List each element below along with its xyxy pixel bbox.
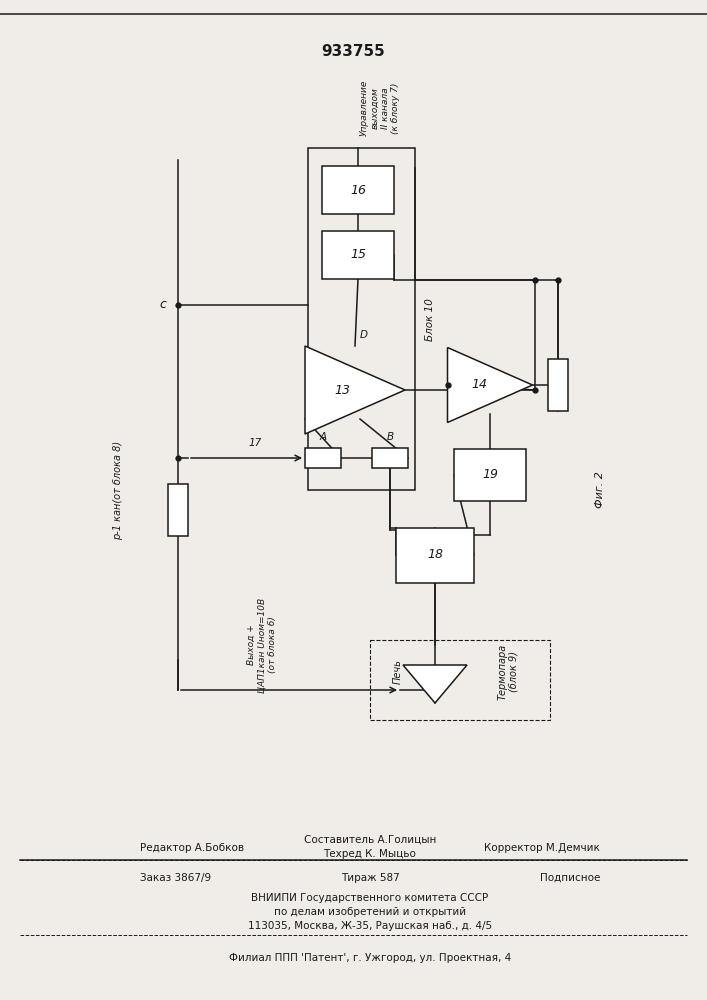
Text: р-1 кан(от блока 8): р-1 кан(от блока 8) [113,440,123,540]
Bar [322,231,394,279]
Text: D: D [360,330,368,340]
Bar [370,640,550,720]
Bar [372,448,408,468]
Text: 17: 17 [248,438,262,448]
Text: Редактор А.Бобков: Редактор А.Бобков [140,843,244,853]
Text: 16: 16 [350,184,366,196]
Bar [305,448,341,468]
Polygon shape [403,665,467,703]
Text: Составитель А.Голицын: Составитель А.Голицын [304,835,436,845]
Text: с: с [159,298,166,312]
Text: 13: 13 [334,383,351,396]
Bar [168,484,188,536]
Text: 18: 18 [427,548,443,562]
Text: 19: 19 [482,468,498,482]
Text: A: A [320,432,327,442]
Text: Фиг. 2: Фиг. 2 [595,472,605,508]
Polygon shape [305,346,405,434]
Bar [454,449,526,501]
Text: Печь: Печь [393,660,403,684]
Text: Управление
выходом
II канала
(к блоку 7): Управление выходом II канала (к блоку 7) [360,80,400,136]
Bar [548,359,568,411]
Text: ВНИИПИ Государственного комитета СССР: ВНИИПИ Государственного комитета СССР [252,893,489,903]
Text: Выход +
ЦАП1кан Uном=10В
(от блока 6): Выход + ЦАП1кан Uном=10В (от блока 6) [247,597,277,693]
Text: Заказ 3867/9: Заказ 3867/9 [140,873,211,883]
Text: Термопара
(блок 9): Термопара (блок 9) [497,644,519,700]
Polygon shape [448,348,532,422]
Text: 113035, Москва, Ж-35, Раушская наб., д. 4/5: 113035, Москва, Ж-35, Раушская наб., д. … [248,921,492,931]
Bar [322,166,394,214]
Text: Тираж 587: Тираж 587 [341,873,399,883]
Text: Подписное: Подписное [539,873,600,883]
Text: Блок 10: Блок 10 [425,299,435,341]
Text: Техред К. Мыцьо: Техред К. Мыцьо [324,849,416,859]
Text: 933755: 933755 [321,44,385,60]
Text: Корректор М.Демчик: Корректор М.Демчик [484,843,600,853]
Bar [308,148,415,490]
Bar [396,528,474,582]
Text: 15: 15 [350,248,366,261]
Text: по делам изобретений и открытий: по делам изобретений и открытий [274,907,466,917]
Text: 14: 14 [472,378,487,391]
Text: B: B [387,432,394,442]
Text: Филиал ППП 'Патент', г. Ужгород, ул. Проектная, 4: Филиал ППП 'Патент', г. Ужгород, ул. Про… [229,953,511,963]
